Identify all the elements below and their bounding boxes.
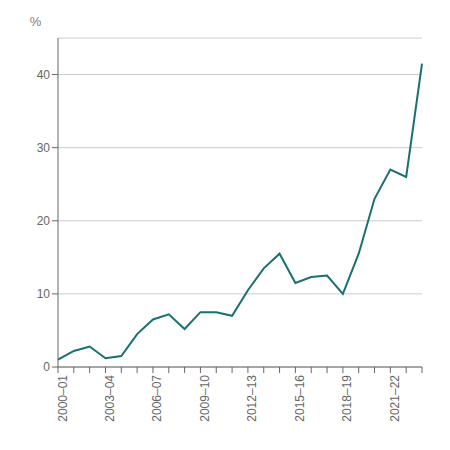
svg-text:2012–13: 2012–13 <box>245 375 259 422</box>
svg-text:2018–19: 2018–19 <box>340 375 354 422</box>
svg-text:2003–04: 2003–04 <box>103 375 117 422</box>
svg-text:30: 30 <box>37 141 51 155</box>
svg-text:20: 20 <box>37 214 51 228</box>
svg-text:10: 10 <box>37 287 51 301</box>
svg-text:0: 0 <box>43 360 50 374</box>
svg-text:2006–07: 2006–07 <box>150 375 164 422</box>
svg-text:2000–01: 2000–01 <box>56 375 70 422</box>
svg-text:2021–22: 2021–22 <box>388 375 402 422</box>
svg-text:40: 40 <box>37 68 51 82</box>
svg-text:2009–10: 2009–10 <box>198 375 212 422</box>
svg-text:2015–16: 2015–16 <box>293 375 307 422</box>
svg-text:%: % <box>30 14 42 29</box>
